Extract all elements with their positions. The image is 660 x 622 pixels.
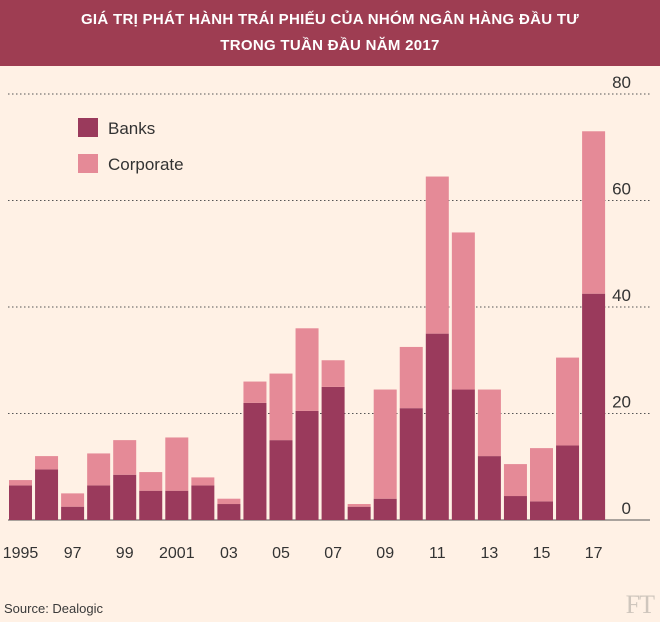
bar-banks — [582, 293, 606, 520]
bar-corporate — [9, 480, 32, 486]
bar-banks — [217, 504, 241, 520]
x-tick-label: 1995 — [3, 545, 39, 562]
bar-corporate — [61, 493, 85, 507]
bar-banks — [477, 456, 501, 520]
x-axis-ticks: 1995 97 99 2001 03 05 07 09 11 13 15 17 — [3, 545, 603, 562]
x-tick-label: 2001 — [159, 545, 195, 562]
bar-corporate — [321, 360, 345, 387]
bar-banks — [399, 408, 423, 520]
y-tick-label: 20 — [612, 393, 631, 412]
bar-corporate — [425, 176, 449, 334]
y-tick-label: 0 — [622, 499, 631, 518]
bar-banks — [425, 333, 449, 520]
legend: Banks Corporate — [78, 118, 184, 174]
bar-corporate — [530, 448, 553, 502]
y-tick-label: 40 — [612, 286, 631, 305]
bar-corporate — [87, 453, 111, 486]
bar-banks — [530, 501, 553, 520]
x-tick-label: 05 — [272, 545, 290, 562]
x-tick-label: 13 — [481, 545, 499, 562]
bar-corporate — [373, 389, 397, 499]
x-tick-label: 07 — [324, 545, 342, 562]
bar-corporate — [217, 498, 241, 505]
y-tick-label: 80 — [612, 73, 631, 92]
x-tick-label: 11 — [429, 545, 446, 562]
legend-swatch — [78, 118, 98, 137]
bar-banks — [87, 485, 111, 520]
bar-corporate — [191, 477, 215, 486]
bar-corporate — [243, 381, 267, 403]
y-tick-label: 60 — [612, 180, 631, 199]
bar-banks — [191, 485, 215, 520]
bar-corporate — [165, 437, 189, 491]
bar-corporate — [399, 346, 423, 409]
bar-corporate — [503, 464, 527, 497]
bar-banks — [61, 506, 85, 520]
ft-logo: FT — [625, 590, 655, 619]
bar-banks — [373, 498, 397, 520]
chart-title-line-2: TRONG TUẦN ĐẦU NĂM 2017 — [220, 37, 440, 54]
bar-banks — [113, 474, 137, 520]
bar-banks — [35, 469, 59, 520]
bar-banks — [321, 386, 345, 520]
bar-corporate — [347, 504, 371, 507]
bar-corporate — [139, 472, 163, 491]
x-tick-label: 15 — [533, 545, 551, 562]
x-tick-label: 99 — [116, 545, 134, 562]
bar-corporate — [582, 131, 606, 294]
bar-banks — [556, 445, 580, 520]
bar-corporate — [113, 440, 137, 475]
title-banner: GIÁ TRỊ PHÁT HÀNH TRÁI PHIẾU CỦA NHÓM NG… — [0, 0, 660, 66]
x-tick-label: 09 — [376, 545, 394, 562]
bar-corporate — [35, 456, 59, 470]
x-tick-label: 03 — [220, 545, 238, 562]
bar-banks — [295, 410, 319, 520]
bar-corporate — [295, 328, 319, 411]
chart-title-line-1: GIÁ TRỊ PHÁT HÀNH TRÁI PHIẾU CỦA NHÓM NG… — [80, 11, 580, 28]
bar-corporate — [269, 373, 293, 441]
bar-banks — [347, 506, 371, 520]
bar-banks — [165, 490, 189, 520]
bar-corporate — [451, 232, 475, 390]
bars — [9, 131, 606, 520]
bar-banks — [9, 485, 32, 520]
bar-banks — [503, 496, 527, 520]
legend-swatch — [78, 154, 98, 173]
bar-corporate — [477, 389, 501, 457]
chart-panel — [0, 66, 660, 622]
y-axis-ticks: 0 20 40 60 80 — [612, 73, 631, 518]
x-tick-label: 17 — [585, 545, 603, 562]
bar-banks — [269, 440, 293, 520]
source-note: Source: Dealogic — [4, 601, 103, 616]
bar-corporate — [556, 357, 580, 446]
bar-banks — [139, 490, 163, 520]
x-tick-label: 97 — [64, 545, 82, 562]
bar-banks — [243, 402, 267, 520]
legend-label: Banks — [108, 119, 155, 138]
legend-label: Corporate — [108, 155, 184, 174]
bar-banks — [451, 389, 475, 520]
